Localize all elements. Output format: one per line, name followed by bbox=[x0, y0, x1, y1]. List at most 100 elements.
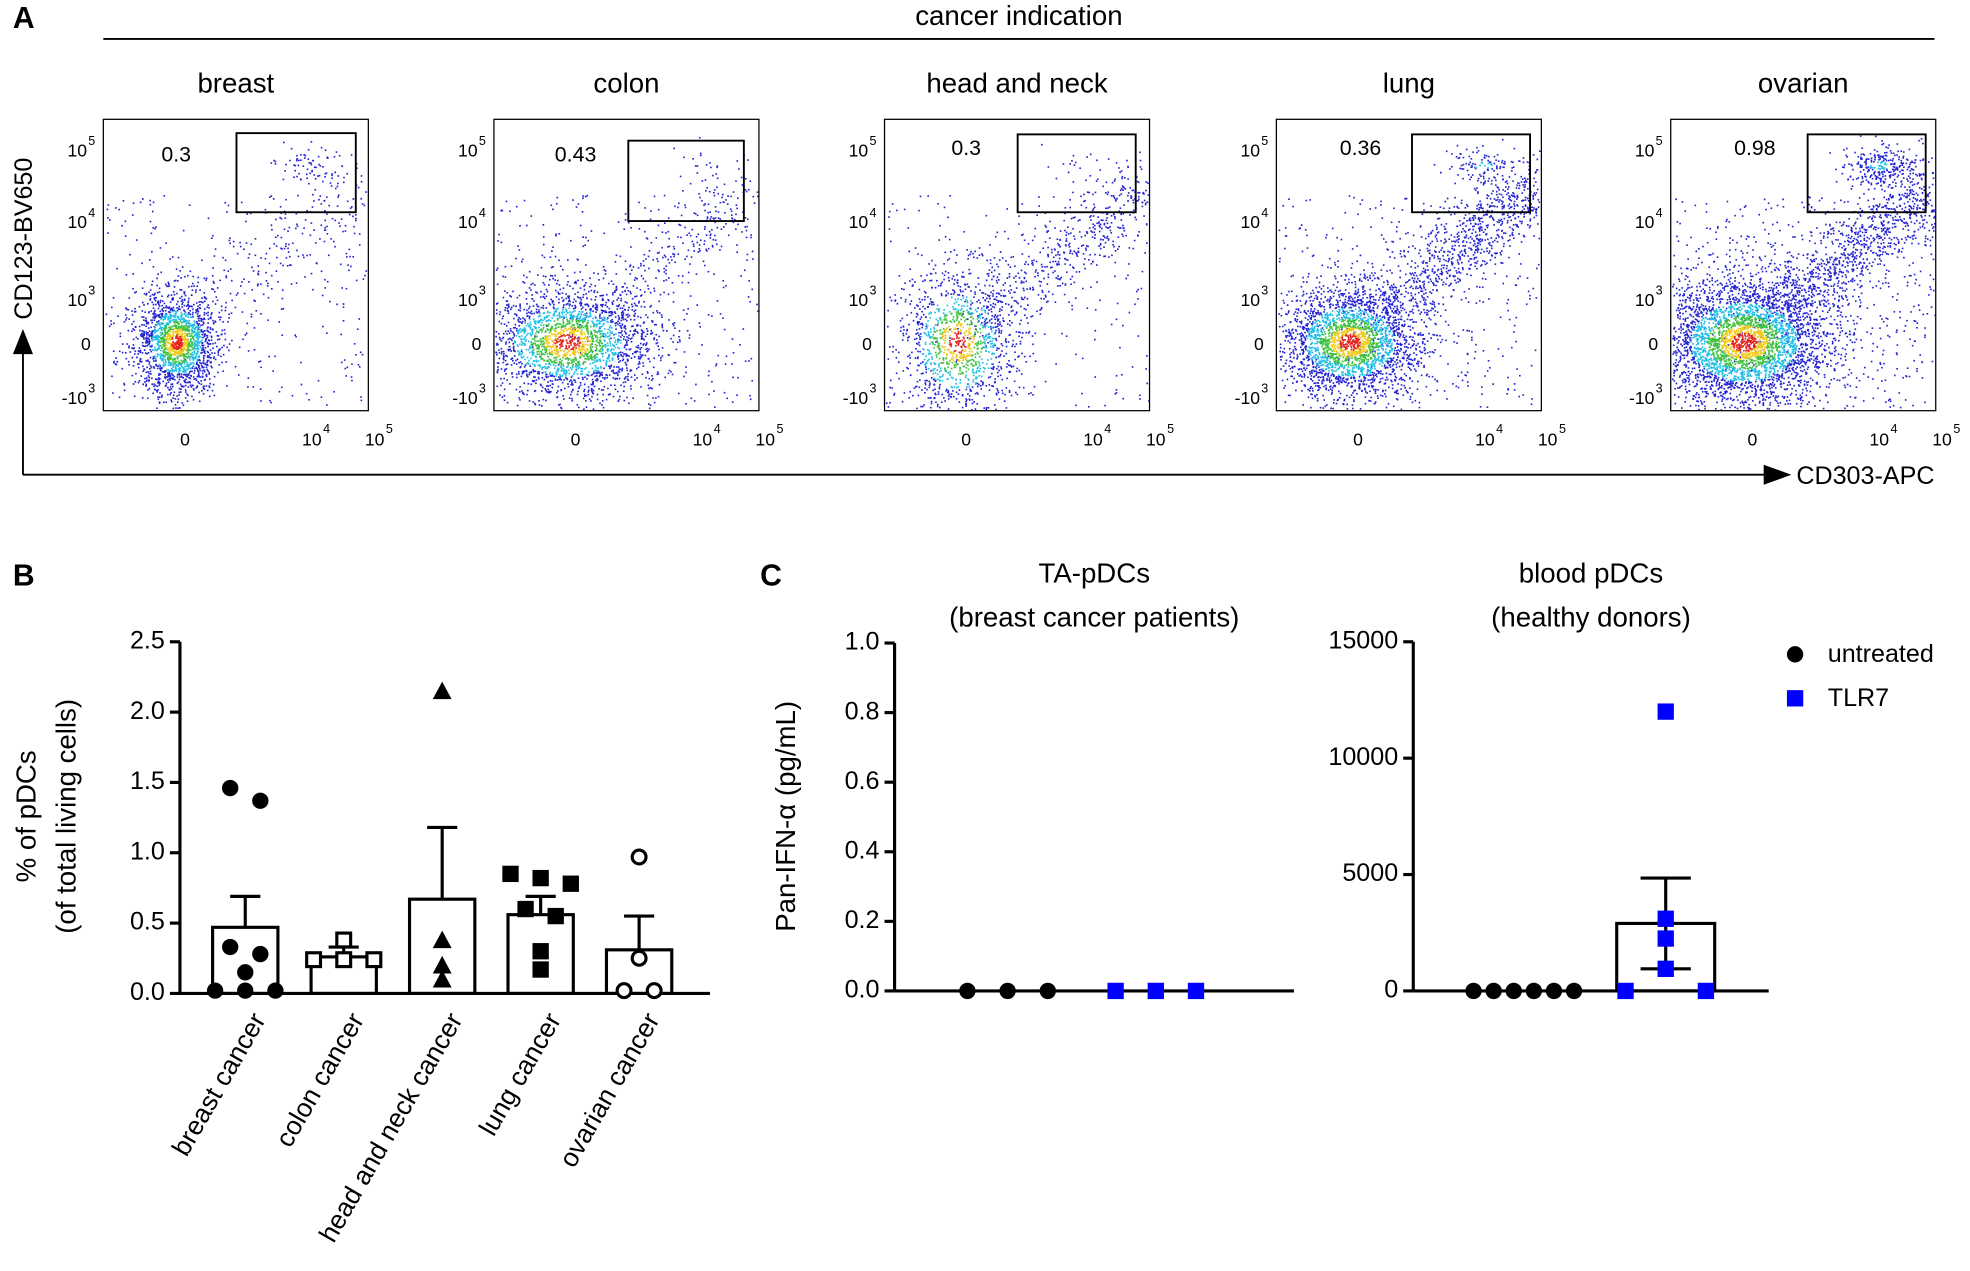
y-tick-base: 10 bbox=[849, 141, 869, 161]
event-dots bbox=[885, 143, 1150, 411]
x-tick-base: 0 bbox=[961, 429, 971, 449]
gate-percent: 0.36 bbox=[1340, 136, 1382, 160]
plot-title: ovarian bbox=[1758, 68, 1849, 99]
event-dots bbox=[1339, 333, 1362, 351]
x-tick-base: 10 bbox=[1475, 429, 1495, 449]
event-dots bbox=[1731, 332, 1758, 352]
y-tick-exp: 4 bbox=[1261, 206, 1268, 220]
chart-title: blood pDCs bbox=[1519, 558, 1663, 589]
y-tick-label: 0.8 bbox=[845, 697, 880, 725]
data-point bbox=[237, 982, 254, 999]
x-tick-base: 10 bbox=[365, 429, 385, 449]
y-tick-exp: 3 bbox=[1261, 382, 1268, 396]
y-tick-base: 10 bbox=[67, 290, 87, 310]
y-tick-label: 2.0 bbox=[130, 697, 165, 725]
error-bar bbox=[624, 914, 655, 950]
y-tick-base: 10 bbox=[67, 141, 87, 161]
data-point bbox=[562, 875, 579, 892]
event-dots bbox=[1707, 315, 1781, 370]
event-dots bbox=[1278, 138, 1541, 411]
x-tick-base: 10 bbox=[1869, 429, 1889, 449]
flow-header: cancer indication bbox=[915, 0, 1122, 31]
data-point bbox=[432, 930, 452, 949]
data-point bbox=[517, 900, 534, 918]
chart-title: (breast cancer patients) bbox=[949, 601, 1239, 632]
y-tick-exp: 4 bbox=[88, 206, 95, 220]
x-tick-base: 10 bbox=[1932, 429, 1952, 449]
data-point bbox=[1187, 982, 1205, 1000]
y-tick-base: 10 bbox=[67, 212, 87, 232]
data-point bbox=[252, 945, 269, 963]
x-tick-base: 10 bbox=[1083, 429, 1103, 449]
y-tick-base: -10 bbox=[62, 388, 88, 408]
event-dots bbox=[1690, 160, 1888, 382]
y-tick-exp: 5 bbox=[88, 134, 95, 148]
x-tick-base: 10 bbox=[1538, 429, 1558, 449]
y-tick-exp: 3 bbox=[1656, 284, 1663, 298]
legend-symbol bbox=[1786, 646, 1804, 663]
y-tick-label: 0.0 bbox=[845, 976, 880, 1004]
y-tick-exp: 3 bbox=[1261, 284, 1268, 298]
data-point bbox=[432, 681, 452, 700]
x-tick-base: 10 bbox=[1146, 429, 1166, 449]
gate-percent: 0.98 bbox=[1734, 136, 1776, 160]
data-point bbox=[645, 982, 663, 1000]
x-tick-base: 10 bbox=[302, 429, 322, 449]
y-tick-base: 10 bbox=[1635, 141, 1655, 161]
y-tick-base: 0 bbox=[862, 334, 872, 354]
y-tick-label: 0.6 bbox=[845, 767, 880, 795]
data-point bbox=[630, 848, 648, 866]
data-point bbox=[1545, 982, 1563, 1000]
event-dots bbox=[543, 326, 592, 358]
plot-frame bbox=[1670, 118, 1937, 412]
data-point bbox=[1525, 982, 1543, 1000]
gate bbox=[1411, 133, 1532, 214]
y-tick-exp: 3 bbox=[479, 382, 486, 396]
y-tick-exp: 5 bbox=[479, 134, 486, 148]
data-point bbox=[615, 982, 633, 1000]
event-dots bbox=[1319, 318, 1380, 367]
y-tick-label: 0.5 bbox=[130, 908, 165, 936]
event-dots bbox=[1671, 135, 1936, 412]
x-tick-exp: 5 bbox=[777, 422, 784, 436]
error-bar bbox=[427, 825, 458, 900]
plot-title: colon bbox=[593, 68, 659, 99]
event-dots bbox=[495, 136, 759, 411]
data-point bbox=[432, 969, 452, 988]
y-tick-exp: 4 bbox=[869, 206, 876, 220]
legend-label: TLR7 bbox=[1828, 684, 1889, 712]
data-point bbox=[1465, 982, 1482, 1000]
x-tick-exp: 4 bbox=[323, 422, 330, 436]
data-point bbox=[1697, 982, 1715, 1000]
x-tick-base: 0 bbox=[180, 429, 190, 449]
x-tick-exp: 4 bbox=[1104, 422, 1111, 436]
x-tick-base: 0 bbox=[1353, 429, 1363, 449]
y-tick-base: 0 bbox=[472, 334, 482, 354]
y-tick-exp: 5 bbox=[1656, 134, 1663, 148]
x-tick-base: 0 bbox=[1747, 429, 1757, 449]
x-tick-label: colon cancer bbox=[269, 1007, 370, 1152]
data-point bbox=[237, 964, 254, 981]
y-tick-exp: 3 bbox=[479, 284, 486, 298]
y-tick-exp: 3 bbox=[88, 382, 95, 396]
y-tick-exp: 4 bbox=[479, 206, 486, 220]
data-point bbox=[1657, 960, 1674, 977]
plot-frame bbox=[493, 118, 760, 412]
data-point bbox=[1657, 930, 1674, 947]
event-dots bbox=[948, 330, 967, 354]
y-tick-base: 10 bbox=[1240, 290, 1260, 310]
gate bbox=[1806, 133, 1927, 214]
y-tick-base: -10 bbox=[843, 388, 869, 408]
y-tick-label: 0 bbox=[1384, 976, 1398, 1004]
y-arrow-head bbox=[12, 329, 34, 355]
x-tick-base: 10 bbox=[755, 429, 775, 449]
error-bar bbox=[230, 894, 261, 928]
data-point bbox=[1657, 703, 1674, 720]
event-dots bbox=[941, 322, 976, 363]
event-dots bbox=[1330, 326, 1371, 358]
y-tick-exp: 4 bbox=[1656, 206, 1663, 220]
y-axis-label: % of pDCs bbox=[10, 750, 41, 882]
x-tick-exp: 4 bbox=[1496, 422, 1503, 436]
